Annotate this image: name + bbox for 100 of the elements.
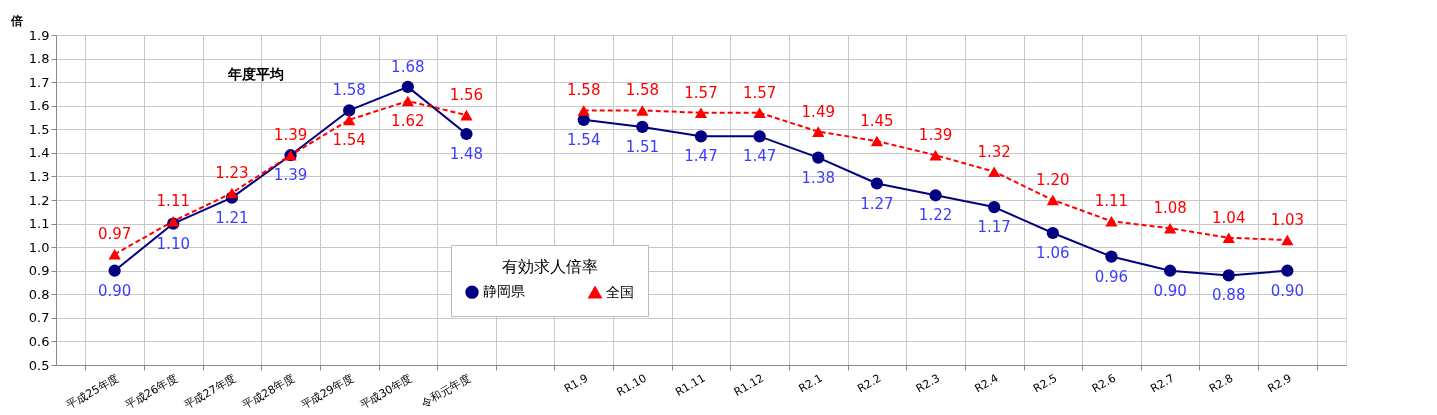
data-label: 1.47 xyxy=(742,147,777,166)
y-tick-label: 1.2 xyxy=(28,192,50,208)
data-label: 1.32 xyxy=(977,142,1011,161)
data-label: 1.17 xyxy=(977,218,1011,237)
x-tick-label: 平成25年度 xyxy=(64,371,122,412)
data-label: 1.56 xyxy=(449,86,484,105)
data-label: 1.68 xyxy=(391,57,425,76)
y-tick-label: 1.6 xyxy=(28,98,50,114)
y-tick-label: 1.4 xyxy=(28,145,50,161)
point xyxy=(694,130,708,143)
x-tick-label: 平成30年度 xyxy=(357,371,415,412)
point xyxy=(870,177,884,190)
point xyxy=(343,104,356,117)
data-label: 1.11 xyxy=(156,192,190,211)
x-tick-label: R2.3 xyxy=(913,371,943,396)
data-label: 1.58 xyxy=(332,81,366,100)
data-label: 1.62 xyxy=(391,112,425,130)
data-label: 1.51 xyxy=(625,137,660,156)
x-tick-label: 平成27年度 xyxy=(181,371,239,412)
point xyxy=(343,114,356,126)
x-tick-label: R1.9 xyxy=(561,371,591,396)
point xyxy=(636,105,649,116)
x-tick-label: R2.5 xyxy=(1031,371,1060,396)
point xyxy=(1281,234,1294,246)
data-label: 1.06 xyxy=(1036,244,1070,262)
y-tick-label: 1.7 xyxy=(28,74,50,90)
point xyxy=(1163,264,1177,277)
point xyxy=(1163,222,1177,234)
x-tick-label: R2.9 xyxy=(1265,371,1294,396)
y-tick-label: 0.6 xyxy=(28,333,50,349)
point xyxy=(1222,269,1235,282)
x-tick-label: R2.6 xyxy=(1089,371,1118,396)
point xyxy=(460,127,473,141)
x-tick-label: 平成28年度 xyxy=(240,371,298,412)
data-label: 1.10 xyxy=(156,234,190,253)
point xyxy=(636,120,649,134)
data-label: 1.57 xyxy=(742,83,777,102)
data-label: 1.03 xyxy=(1270,211,1305,230)
data-label: 1.27 xyxy=(860,194,894,213)
point xyxy=(1281,264,1294,277)
point xyxy=(1222,232,1235,244)
data-label: 0.96 xyxy=(1094,267,1129,286)
point xyxy=(694,107,708,119)
data-label: 1.45 xyxy=(860,112,894,131)
data-label: 1.39 xyxy=(918,126,953,145)
data-label: 0.90 xyxy=(1270,281,1305,300)
point xyxy=(1105,215,1118,227)
point xyxy=(929,189,942,202)
data-label: 1.04 xyxy=(1212,208,1246,227)
data-label: 1.20 xyxy=(1036,171,1070,189)
y-tick-label: 0.9 xyxy=(28,263,50,279)
point xyxy=(1046,194,1059,206)
data-label: 1.58 xyxy=(567,81,601,100)
point xyxy=(929,149,942,161)
y-tick-label: 0.7 xyxy=(28,310,50,326)
data-label: 1.39 xyxy=(273,126,308,145)
point xyxy=(753,130,766,143)
data-label: 0.90 xyxy=(97,281,132,300)
data-label: 1.57 xyxy=(684,83,718,102)
data-label: 1.54 xyxy=(567,130,601,149)
y-tick-label: 1.1 xyxy=(28,216,50,232)
x-tick-label: R2.4 xyxy=(972,371,1001,396)
data-label: 1.49 xyxy=(801,102,835,121)
y-tick-label: 1.9 xyxy=(28,27,50,43)
x-tick-label: 平成29年度 xyxy=(298,371,356,412)
x-tick-label: R2.7 xyxy=(1148,371,1177,396)
legend-label: 全国 xyxy=(606,283,634,300)
data-label: 1.21 xyxy=(215,208,249,227)
annotation: 年度平均 xyxy=(226,66,284,82)
y-tick-label: 1.3 xyxy=(28,168,50,184)
point xyxy=(460,109,473,121)
data-label: 1.47 xyxy=(684,147,718,166)
legend-label: 静岡県 xyxy=(483,283,525,300)
point xyxy=(401,80,414,93)
point xyxy=(812,151,825,164)
x-tick-label: R2.8 xyxy=(1206,371,1236,396)
point xyxy=(1046,226,1059,240)
data-label: 1.11 xyxy=(1094,192,1129,211)
y-tick-label: 1.8 xyxy=(28,51,50,67)
point xyxy=(108,248,121,260)
data-label: 1.22 xyxy=(918,206,953,225)
data-label: 0.97 xyxy=(97,225,132,244)
data-label: 1.58 xyxy=(625,81,660,100)
point xyxy=(401,95,414,107)
data-label: 1.54 xyxy=(332,130,366,149)
point xyxy=(812,126,825,137)
y-tick-label: 0.5 xyxy=(28,357,50,373)
point xyxy=(577,105,590,116)
legend-title: 有効求人倍率 xyxy=(502,257,598,276)
data-label: 1.23 xyxy=(215,163,249,182)
y-tick-label: 1.5 xyxy=(28,121,50,137)
x-tick-label: R2.1 xyxy=(796,371,825,396)
point xyxy=(988,200,1001,214)
x-tick-label: R2.2 xyxy=(855,371,884,396)
x-tick-label: 令和元年度 xyxy=(418,371,473,411)
data-label: 0.90 xyxy=(1153,281,1187,300)
point xyxy=(988,166,1001,178)
point xyxy=(108,264,121,277)
point xyxy=(1105,250,1118,263)
data-label: 1.38 xyxy=(801,168,835,187)
